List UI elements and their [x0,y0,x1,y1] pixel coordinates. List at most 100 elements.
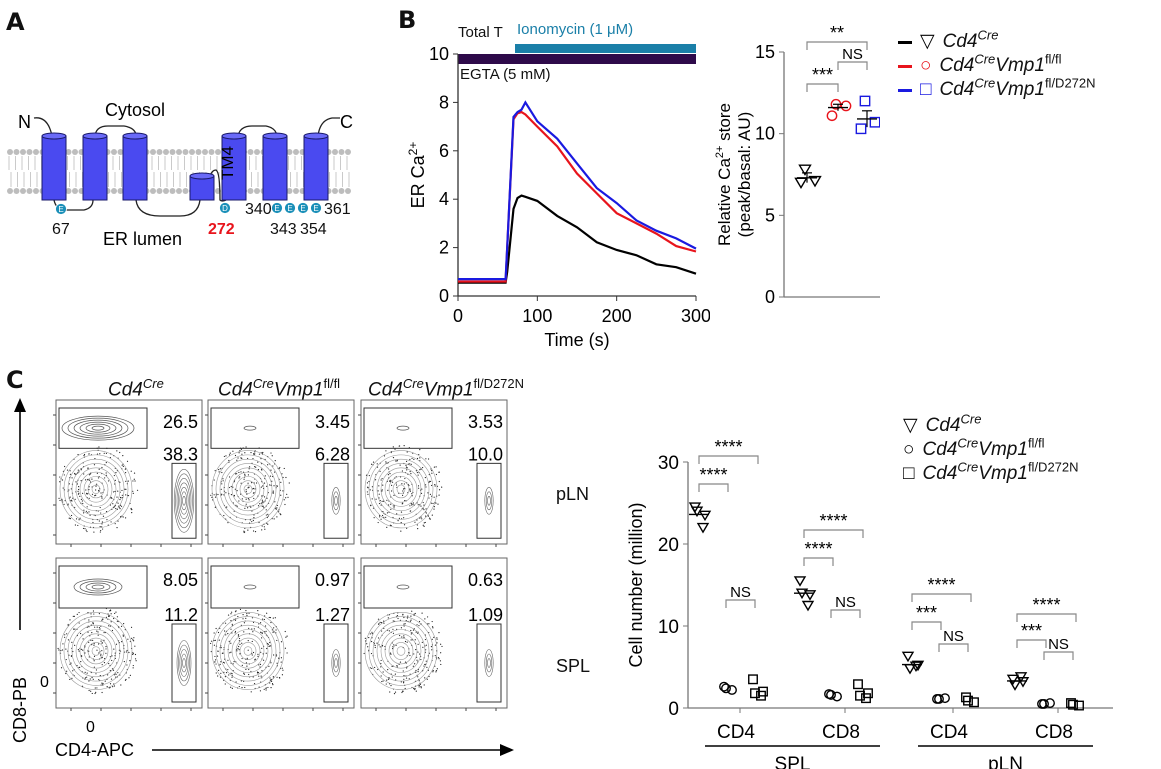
event-dot [93,464,96,466]
event-dot [241,453,243,455]
event-dot [88,680,90,682]
event-dot [243,673,246,675]
event-dot [376,642,378,644]
event-dot [258,453,261,455]
event-dot [247,474,249,476]
event-dot [248,468,250,470]
contour-line [392,480,410,499]
event-dot [425,649,427,651]
significance-bracket [698,483,729,492]
event-dot [393,644,395,646]
contour-line [376,463,426,516]
event-dot [285,497,287,499]
significance-bracket [806,41,868,50]
event-dot [392,516,394,519]
event-dot [417,485,420,487]
event-dot [374,644,376,647]
helix-top [82,132,108,140]
event-dot [370,463,373,465]
event-dot [371,486,374,488]
event-dot [267,513,269,515]
cd8-percentage: 26.5 [163,412,198,432]
event-dot [241,687,243,689]
event-dot [94,495,96,497]
helix-top [189,172,215,180]
event-dot [78,488,80,491]
panel-letter-b: B [398,6,417,34]
event-dot [95,673,97,675]
data-point [1074,700,1084,711]
event-dot [132,664,134,667]
event-dot [374,479,377,481]
loop-3 [135,199,201,217]
y-tick-label: 8 [439,92,449,112]
cd4-gate [476,623,502,703]
event-dot [114,612,116,615]
event-dot [86,530,88,533]
legend-item: ○ Cd4CreVmp1fl/fl [903,436,1045,461]
event-dot [268,484,271,486]
contour-line [243,425,257,431]
helix-3 [122,135,148,201]
event-dot [278,677,281,679]
event-dot [113,685,116,687]
event-dot [214,639,216,642]
contour-line [179,487,189,515]
event-dot [369,489,371,491]
event-dot [383,627,385,630]
event-dot [235,610,237,612]
event-dot [92,622,94,624]
event-dot [265,630,267,632]
contour-line [75,629,117,673]
event-dot [66,633,68,635]
event-dot [73,615,76,617]
event-dot [412,502,414,504]
event-dot [422,501,424,504]
zero-label-x: 0 [86,719,95,736]
event-dot [247,498,250,500]
contour-line [487,496,491,506]
event-dot [87,631,89,633]
event-dot [404,687,406,690]
contour-line [67,458,125,520]
event-dot [232,450,234,452]
event-dot [438,632,440,634]
event-dot [413,653,415,655]
event-dot [367,493,369,495]
event-dot [238,637,241,640]
event-dot [267,686,269,689]
event-dot [122,465,124,468]
event-dot [233,661,235,663]
contour-line [79,421,117,435]
event-dot [381,489,383,491]
cd4-percentage: 10.0 [468,444,503,464]
event-dot [252,631,254,633]
event-dot [135,660,137,662]
event-dot [60,667,63,669]
lipid-head [338,149,345,155]
event-dot [419,449,421,451]
event-dot [78,492,80,494]
event-dot [260,651,262,653]
helix-top [262,132,288,140]
event-dot [77,649,79,651]
event-dot [378,644,380,646]
event-dot [286,493,288,495]
data-point [794,177,808,189]
event-dot [264,475,266,477]
event-dot [438,480,440,483]
event-dot [258,623,260,625]
lipid-head [20,188,26,194]
event-dot [413,458,415,461]
event-dot [98,446,100,448]
loop-1 [53,199,94,211]
event-dot [240,448,243,450]
event-dot [425,660,427,662]
cd4-percentage: 1.09 [468,605,503,625]
event-dot [248,499,250,501]
contour-line [388,476,414,503]
data-point [869,116,880,128]
event-dot [238,685,240,688]
event-dot [93,644,95,646]
event-dot [105,616,108,618]
